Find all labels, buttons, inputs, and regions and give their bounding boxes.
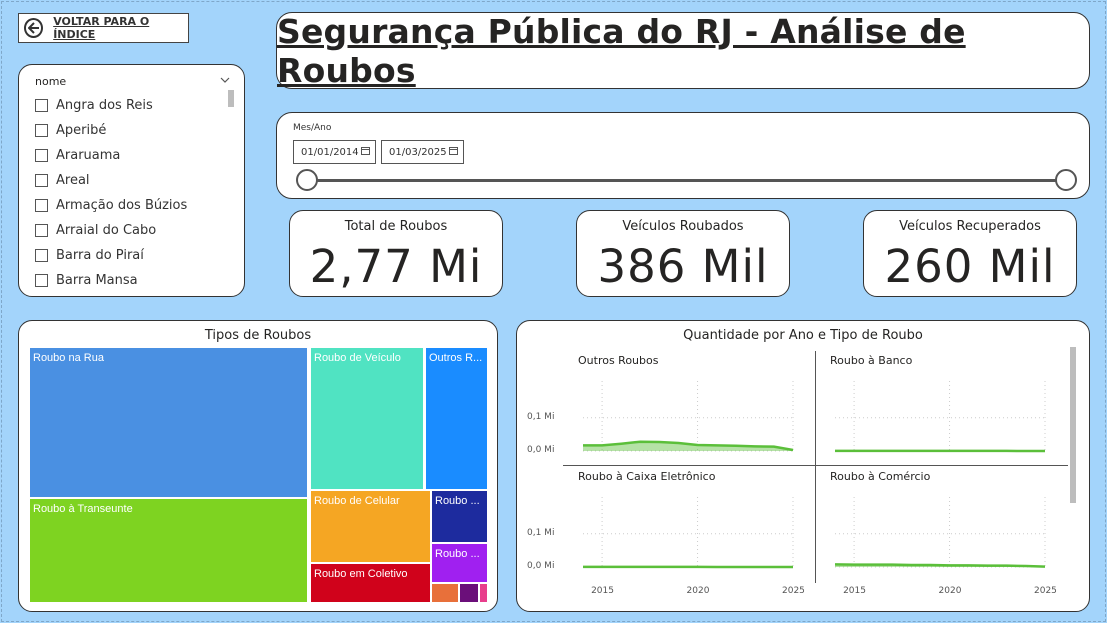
back-to-index-button[interactable]: VOLTAR PARA O ÍNDICE [18,13,189,43]
horizontal-divider [563,465,1068,466]
arrow-left-circle-icon [24,18,44,38]
slicer-item[interactable]: Arraial do Cabo [35,218,235,243]
kpi-label: Veículos Recuperados [899,219,1041,234]
y-tick-label: 0,0 Mi [527,445,555,455]
date-filter-label: Mes/Ano [293,123,332,133]
series-line [834,563,1046,568]
title-card: Segurança Pública do RJ - Análise de Rou… [276,11,1090,90]
small-multiples-panel: Quantidade por Ano e Tipo de Roubo Outro… [516,320,1090,612]
treemap-tile[interactable] [479,583,488,603]
small-multiples-title: Quantidade por Ano e Tipo de Roubo [683,328,923,343]
series-area [583,441,793,451]
small-multiple-title: Roubo à Banco [830,354,913,367]
municipality-slicer: nome Angra dos Reis Aperibé Araruama Are… [18,64,245,297]
treemap-tile[interactable]: Roubo na Rua [29,347,308,498]
slicer-list: Angra dos Reis Aperibé Araruama Areal Ar… [35,93,235,293]
date-slider-start-handle[interactable] [296,169,318,191]
calendar-icon[interactable] [449,146,458,158]
y-tick-label: 0,1 Mi [527,411,555,422]
chevron-down-icon[interactable] [220,76,230,87]
slicer-item-label: Arraial do Cabo [56,223,157,238]
chart-scrollbar[interactable] [1070,347,1076,503]
checkbox[interactable] [35,249,48,262]
treemap-tile[interactable] [431,583,459,603]
end-date-value: 01/03/2025 [389,146,447,158]
slicer-item[interactable]: Areal [35,168,235,193]
date-slider-track[interactable] [307,179,1067,182]
start-date-value: 01/01/2014 [301,146,359,158]
treemap-tile[interactable]: Roubo ... [431,490,488,543]
slicer-header[interactable]: nome [35,75,230,88]
x-tick-label: 2020 [686,586,710,596]
small-multiple-title: Roubo à Caixa Eletrônico [578,470,716,483]
treemap-tile[interactable]: Roubo em Coletivo [310,563,431,603]
slicer-item-label: Araruama [56,148,121,163]
x-tick-label: 2025 [782,586,805,596]
x-tick-label: 2015 [591,586,614,596]
vertical-divider [815,351,816,583]
treemap-tile[interactable]: Roubo ... [431,543,488,583]
kpi-label: Veículos Roubados [622,219,744,234]
y-tick-label: 0,0 Mi [527,561,555,571]
kpi-value: 2,77 Mi [309,240,483,293]
slicer-item-label: Aperibé [56,123,107,138]
checkbox[interactable] [35,149,48,162]
treemap-tile[interactable] [459,583,479,603]
small-multiple-chart [583,381,794,452]
checkbox[interactable] [35,99,48,112]
start-date-input[interactable]: 01/01/2014 [293,140,376,164]
small-multiple-chart [834,497,1046,568]
x-tick-label: 2020 [938,586,962,596]
treemap-tile[interactable]: Roubo à Transeunte [29,498,308,603]
slicer-item-label: Barra do Piraí [56,248,144,263]
treemap-tile[interactable]: Roubo de Veículo [310,347,424,490]
end-date-input[interactable]: 01/03/2025 [381,140,464,164]
checkbox[interactable] [35,124,48,137]
kpi-total-roubos: Total de Roubos 2,77 Mi [289,210,503,297]
calendar-icon[interactable] [361,146,370,158]
kpi-label: Total de Roubos [344,219,448,234]
slicer-title: nome [35,75,67,88]
slicer-item-label: Angra dos Reis [56,98,153,113]
kpi-value: 260 Mil [884,240,1056,293]
small-multiple-title: Roubo à Comércio [830,470,931,483]
slicer-item[interactable]: Barra do Piraí [35,243,235,268]
slicer-item-label: Barra Mansa [56,273,138,288]
slicer-scrollbar[interactable] [228,90,234,107]
checkbox[interactable] [35,274,48,287]
kpi-value: 386 Mil [597,240,769,293]
slicer-item-label: Armação dos Búzios [56,198,188,213]
date-slider-end-handle[interactable] [1055,169,1077,191]
treemap-panel: Tipos de Roubos Roubo na Rua Roubo à Tran… [18,320,498,612]
kpi-veiculos-recuperados: Veículos Recuperados 260 Mil [863,210,1077,297]
checkbox[interactable] [35,224,48,237]
treemap-title: Tipos de Roubos [204,328,312,343]
slicer-item[interactable]: Aperibé [35,118,235,143]
checkbox[interactable] [35,199,48,212]
slicer-item[interactable]: Armação dos Búzios [35,193,235,218]
small-multiple-chart [835,381,1046,453]
treemap-tile[interactable]: Roubo de Celular [310,490,431,563]
x-tick-label: 2025 [1034,586,1057,596]
small-multiple-chart [583,497,794,569]
page-title: Segurança Pública do RJ - Análise de Rou… [277,11,966,90]
slicer-item-label: Areal [56,173,90,188]
slicer-item[interactable]: Barra Mansa [35,268,235,293]
date-range-slicer: Mes/Ano 01/01/2014 01/03/2025 [276,112,1090,199]
treemap-tile[interactable]: Outros R... [425,347,488,490]
y-tick-label: 0,1 Mi [527,527,555,538]
small-multiple-title: Outros Roubos [578,354,659,367]
slicer-item[interactable]: Araruama [35,143,235,168]
checkbox[interactable] [35,174,48,187]
kpi-veiculos-roubados: Veículos Roubados 386 Mil [576,210,790,297]
series-line [583,440,794,452]
slicer-item[interactable]: Angra dos Reis [35,93,235,118]
back-button-label: VOLTAR PARA O ÍNDICE [53,15,150,41]
x-tick-label: 2015 [843,586,866,596]
